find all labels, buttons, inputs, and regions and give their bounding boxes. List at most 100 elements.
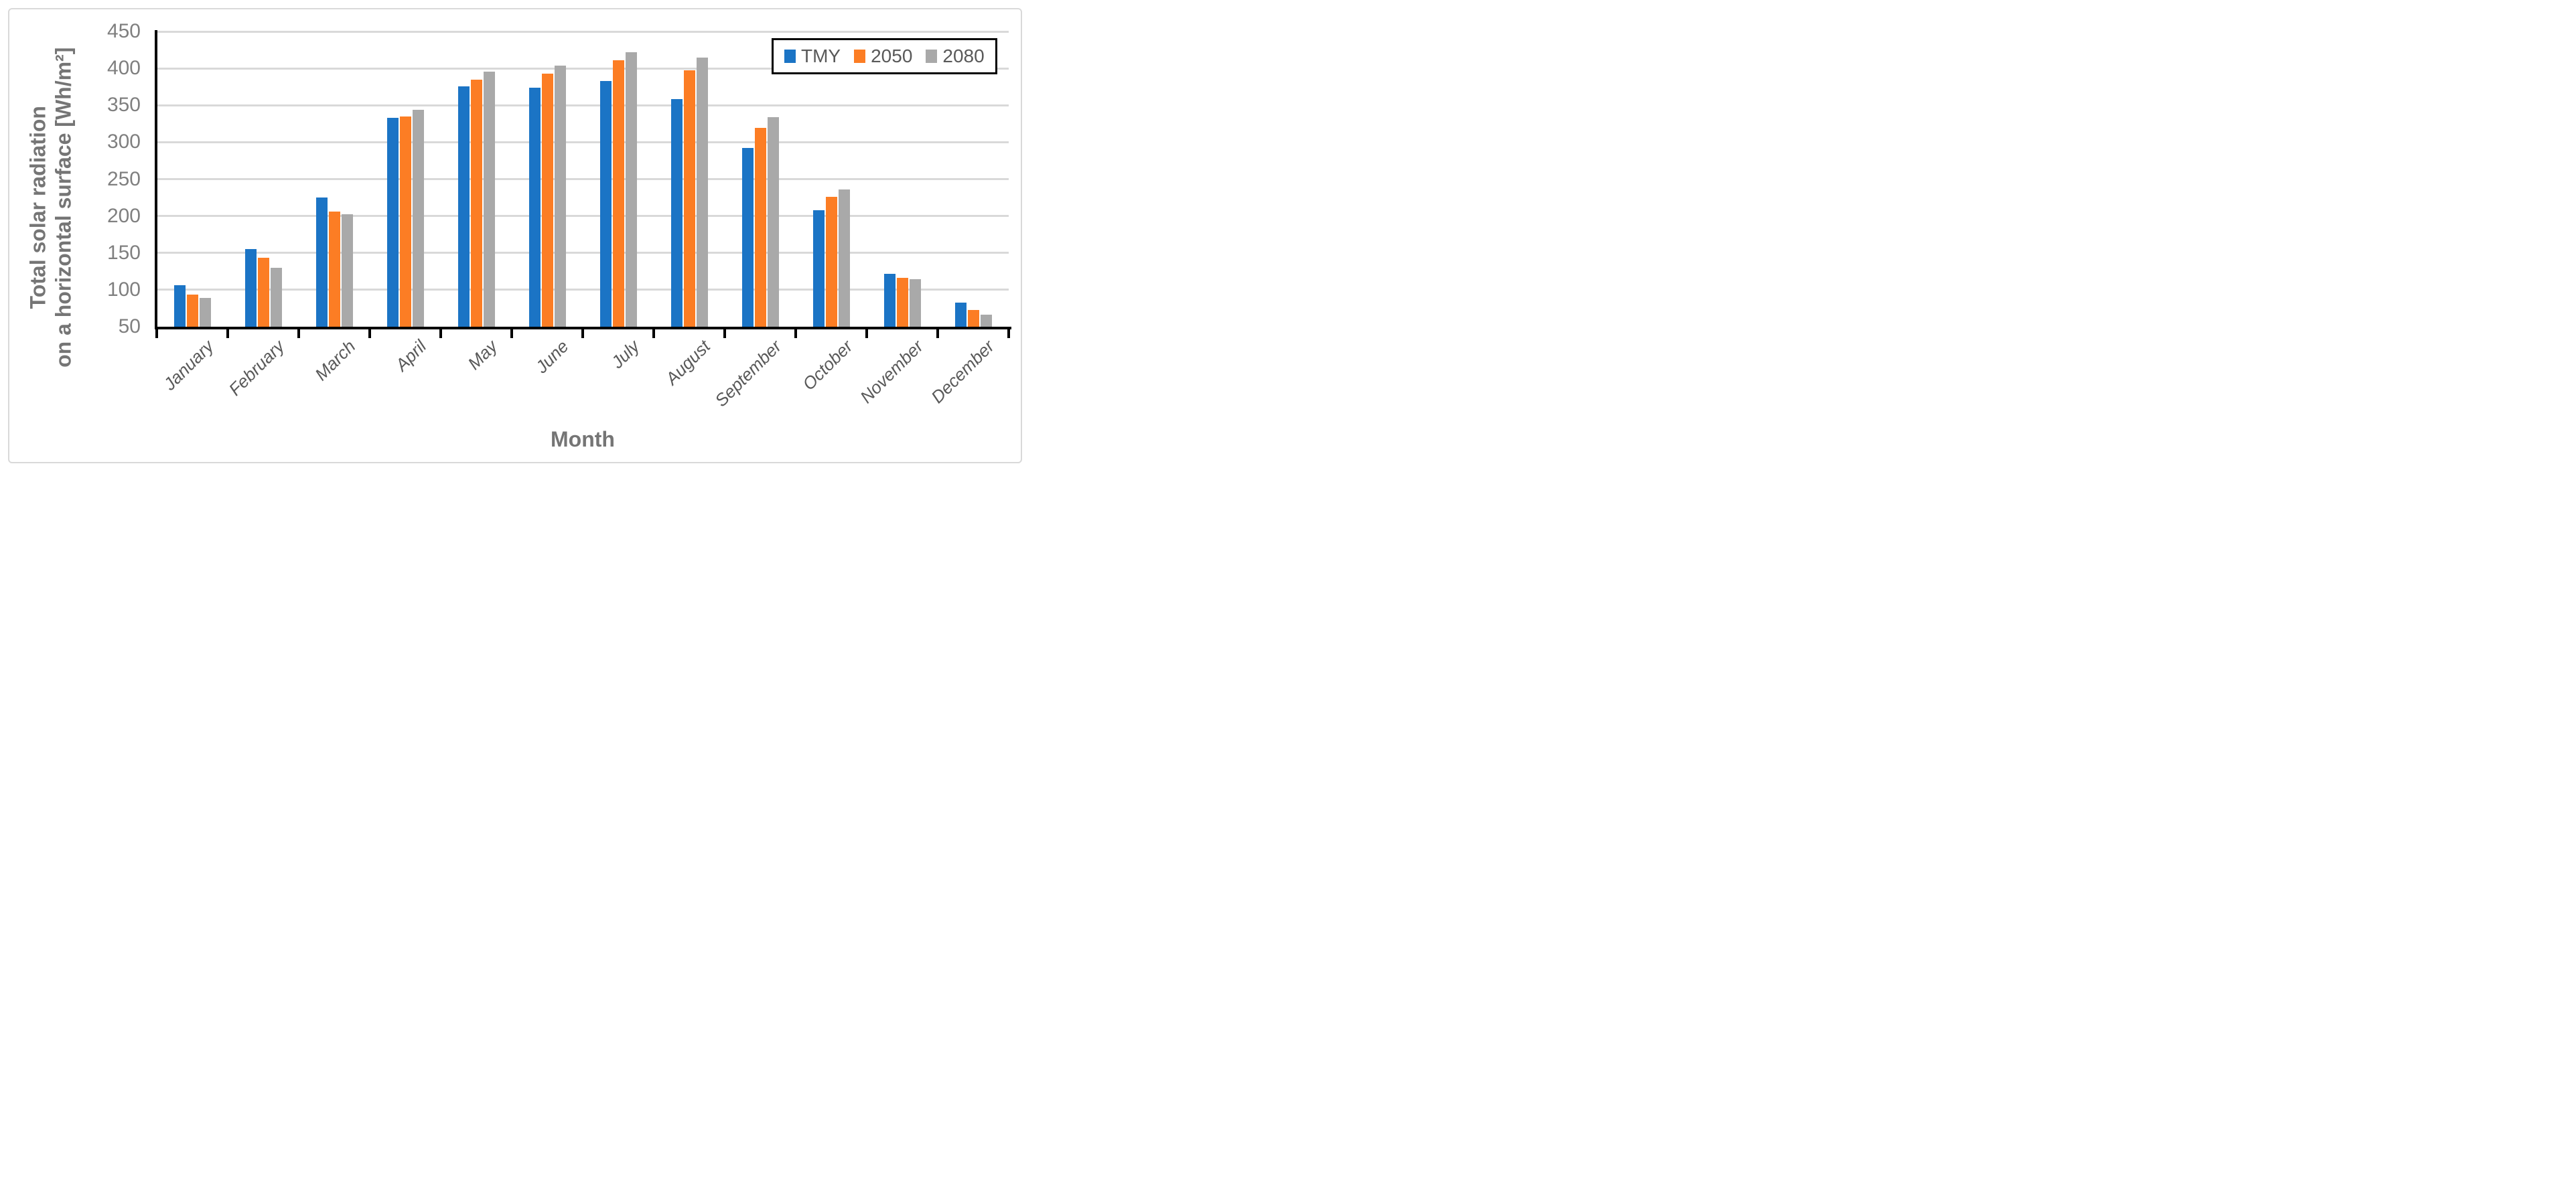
- gridline-150: [157, 252, 1009, 254]
- bar-tmy-november: [883, 273, 896, 327]
- bar-tmy-july: [599, 80, 612, 327]
- x-axis-tick-12: [1007, 327, 1010, 338]
- x-axis-tick-5: [510, 327, 513, 338]
- bar-tmy-september: [741, 148, 754, 327]
- legend-marker-tmy: [784, 50, 796, 63]
- x-axis-tick-6: [581, 327, 584, 338]
- bar-group-january: [157, 31, 228, 327]
- bar-tmy-april: [386, 118, 399, 327]
- gridline-200: [157, 215, 1009, 218]
- bar-tmy-december: [954, 302, 967, 327]
- legend-entry-2080: 2080: [926, 46, 985, 67]
- y-tick-label-400: 400: [106, 57, 141, 80]
- y-tick-label-50: 50: [118, 315, 141, 337]
- x-category-label-may: May: [463, 336, 502, 374]
- y-tick-label-300: 300: [106, 131, 141, 153]
- bar-group-march: [299, 31, 370, 327]
- x-category-label-september: September: [711, 336, 786, 411]
- legend-entry-2050: 2050: [854, 46, 912, 67]
- gridline-350: [157, 104, 1009, 106]
- y-tick-label-250: 250: [106, 167, 141, 190]
- bar-group-november: [867, 31, 938, 327]
- y-tick-label-200: 200: [106, 204, 141, 227]
- bar-2080-october: [838, 189, 850, 327]
- gridline-100: [157, 289, 1009, 291]
- bar-2050-may: [470, 79, 482, 327]
- bar-group-june: [512, 31, 583, 327]
- gridline-400: [157, 67, 1009, 70]
- bar-group-february: [228, 31, 299, 327]
- x-category-label-july: July: [607, 336, 644, 372]
- bar-group-october: [796, 31, 867, 327]
- bar-group-december: [938, 31, 1009, 327]
- x-category-label-march: March: [310, 336, 360, 385]
- legend-marker-2080: [926, 50, 938, 63]
- gridline-250: [157, 178, 1009, 180]
- bar-tmy-june: [528, 87, 541, 327]
- x-axis-title: Month: [551, 427, 615, 451]
- x-axis-tick-7: [652, 327, 655, 338]
- bar-2050-october: [825, 196, 837, 327]
- bar-2050-april: [399, 116, 411, 327]
- bar-tmy-january: [173, 285, 186, 327]
- bar-tmy-march: [315, 198, 328, 327]
- y-tick-label-450: 450: [106, 20, 141, 42]
- bar-2080-september: [767, 116, 779, 327]
- bar-2080-august: [696, 57, 708, 327]
- x-category-label-january: January: [159, 336, 218, 394]
- bar-2050-january: [186, 294, 198, 327]
- bar-tmy-august: [670, 99, 683, 327]
- x-axis-tick-11: [936, 327, 939, 338]
- x-axis-tick-10: [865, 327, 868, 338]
- bar-2050-september: [754, 128, 766, 327]
- y-axis-title-line1: Total solar radiation: [25, 106, 50, 309]
- bar-2050-november: [896, 278, 908, 327]
- bar-2050-july: [612, 60, 624, 327]
- x-category-label-june: June: [531, 336, 573, 378]
- x-axis-tick-2: [297, 327, 300, 338]
- y-tick-label-350: 350: [106, 94, 141, 116]
- y-axis-line: [155, 30, 157, 329]
- bar-tmy-february: [244, 249, 257, 327]
- x-axis-tick-0: [155, 327, 158, 338]
- x-axis-tick-8: [723, 327, 726, 338]
- legend-marker-2050: [854, 50, 866, 63]
- x-axis-tick-1: [226, 327, 229, 338]
- bar-2080-july: [625, 52, 637, 327]
- bar-tmy-october: [812, 210, 825, 327]
- bar-2050-march: [328, 212, 340, 327]
- bar-tmy-may: [457, 86, 470, 327]
- bar-group-april: [370, 31, 441, 327]
- x-category-label-august: August: [661, 336, 715, 389]
- bars-layer: [157, 31, 1009, 327]
- bar-2080-march: [341, 214, 353, 327]
- x-category-label-november: November: [856, 336, 928, 408]
- bar-2050-august: [683, 70, 695, 327]
- solar-radiation-bar-chart: Total solar radiation on a horizontal su…: [0, 0, 1030, 471]
- legend-label-2080: 2080: [942, 46, 985, 66]
- legend-label-tmy: TMY: [801, 46, 841, 66]
- bar-2080-january: [199, 298, 211, 327]
- bar-2050-february: [257, 258, 269, 327]
- bar-2080-may: [483, 71, 495, 327]
- y-tick-label-100: 100: [106, 278, 141, 301]
- plot-area: [157, 30, 1009, 327]
- x-category-label-february: February: [224, 336, 289, 400]
- x-category-label-april: April: [391, 336, 431, 375]
- x-axis-tick-4: [439, 327, 442, 338]
- bar-group-september: [725, 31, 796, 327]
- bar-group-august: [654, 31, 725, 327]
- x-axis-tick-3: [368, 327, 371, 338]
- x-category-label-october: October: [798, 336, 857, 394]
- bar-2080-february: [270, 267, 282, 327]
- bar-2080-june: [554, 65, 566, 327]
- bar-group-july: [583, 31, 654, 327]
- bar-2050-june: [541, 73, 553, 327]
- legend-entry-tmy: TMY: [784, 46, 841, 67]
- x-axis-tick-9: [794, 327, 797, 338]
- legend: TMY 2050 2080: [772, 38, 997, 74]
- legend-label-2050: 2050: [871, 46, 913, 66]
- bar-2080-november: [909, 279, 921, 327]
- bar-2050-december: [967, 309, 979, 327]
- gridline-300: [157, 141, 1009, 143]
